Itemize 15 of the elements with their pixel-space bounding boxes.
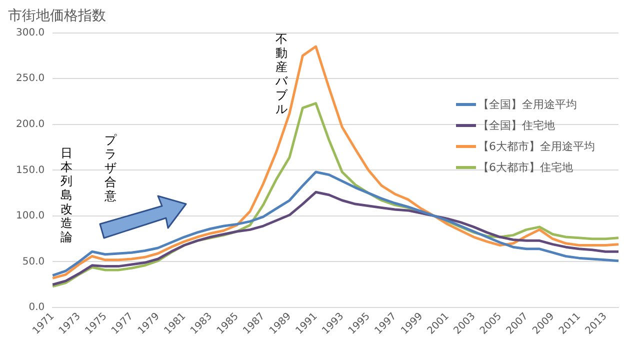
chart-title: 市街地価格指数	[8, 8, 106, 24]
y-tick-label: 200.0	[16, 118, 45, 130]
legend-label: 【6大都市】住宅地	[478, 160, 573, 175]
legend-label: 【6大都市】全用途平均	[478, 139, 595, 154]
y-tick-label: 250.0	[16, 73, 45, 84]
y-tick-label: 0.0	[28, 302, 45, 314]
annotation: 不動産バブル	[275, 32, 288, 116]
legend-label: 【全国】全用途平均	[478, 97, 577, 112]
y-tick-label: 100.0	[16, 210, 45, 222]
annotation: 日本列島改造論	[60, 146, 73, 244]
legend-label: 【全国】住宅地	[478, 118, 555, 133]
annotation: プラザ合意	[104, 133, 117, 203]
y-tick-label: 300.0	[16, 27, 45, 38]
y-tick-label: 50.0	[22, 256, 45, 268]
y-tick-label: 150.0	[16, 164, 45, 176]
